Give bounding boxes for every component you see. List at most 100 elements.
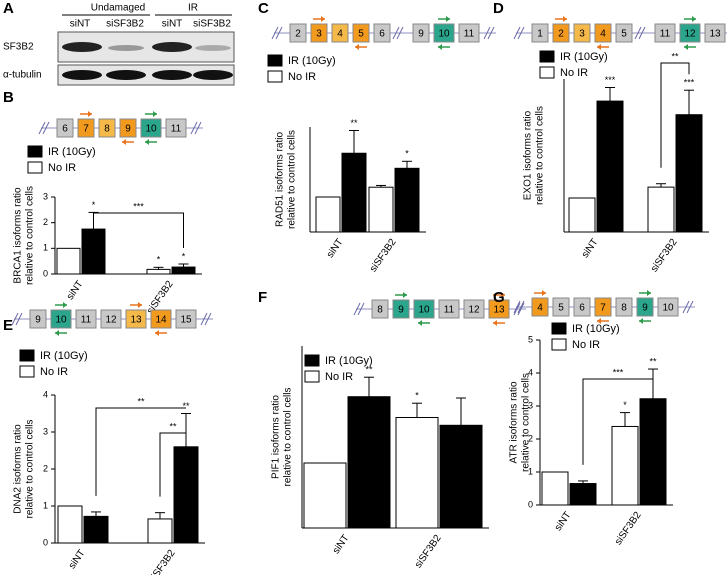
bracket bbox=[159, 432, 186, 497]
blot-lane: siNT bbox=[162, 19, 183, 30]
x-tick-label: siNT bbox=[331, 533, 352, 556]
y-tick-label: 3 bbox=[43, 426, 48, 436]
exon-label: 3 bbox=[579, 29, 585, 40]
bracket-label: ** bbox=[137, 396, 145, 406]
bracket-label: ** bbox=[169, 421, 177, 431]
exon bbox=[594, 297, 612, 317]
break-mark bbox=[517, 302, 525, 316]
legend-swatch bbox=[267, 70, 283, 83]
break-mark bbox=[396, 26, 404, 40]
exon-label: 8 bbox=[621, 303, 627, 314]
blot-lane: siNT bbox=[70, 19, 91, 30]
bracket bbox=[93, 212, 184, 248]
primer-head bbox=[446, 16, 450, 22]
bar bbox=[147, 518, 173, 544]
y-axis-label: relative to control cells bbox=[25, 186, 36, 285]
y-axis-label: PIF1 isoforms ratio bbox=[271, 395, 282, 479]
legend-swatch bbox=[27, 161, 43, 174]
exon-label: 13 bbox=[709, 29, 721, 40]
exon bbox=[310, 23, 328, 43]
y-axis-label: BRCA1 isoforms ratio bbox=[13, 187, 24, 284]
y-axis-label: RAD51 isoforms ratio bbox=[275, 132, 286, 227]
legend-label: IR (10Gy) bbox=[560, 51, 608, 63]
legend-swatch bbox=[27, 145, 43, 158]
exon bbox=[165, 118, 187, 138]
exon-label: 6 bbox=[379, 29, 385, 40]
exon bbox=[413, 299, 435, 319]
x-tick-label: siNT bbox=[553, 510, 574, 533]
exon-label: 11 bbox=[660, 29, 671, 40]
exon bbox=[654, 23, 676, 43]
panel-label: E bbox=[3, 317, 13, 334]
bar bbox=[596, 100, 624, 233]
y-axis-label: relative to control cells bbox=[25, 420, 36, 519]
primer-head bbox=[597, 44, 601, 50]
bar bbox=[315, 196, 341, 233]
y-axis-label: DNA2 isoforms ratio bbox=[13, 424, 24, 514]
exon-label: 5 bbox=[558, 303, 564, 314]
primer-head bbox=[63, 302, 67, 308]
bar bbox=[395, 417, 439, 529]
exon-label: 14 bbox=[155, 315, 167, 326]
y-tick-label: 1 bbox=[528, 466, 533, 476]
y-tick-label: 5 bbox=[528, 334, 533, 344]
exon bbox=[56, 118, 74, 138]
blot-row: SF3B2 bbox=[3, 42, 34, 53]
x-tick-label: siSF3B2 bbox=[147, 548, 178, 575]
exon bbox=[371, 299, 389, 319]
bar bbox=[173, 446, 199, 544]
bar bbox=[341, 152, 367, 233]
exon bbox=[392, 299, 410, 319]
significance: * bbox=[405, 149, 409, 159]
y-tick-label: 4 bbox=[528, 367, 533, 377]
band bbox=[193, 70, 233, 80]
legend-label: IR (10Gy) bbox=[48, 146, 96, 158]
bar bbox=[81, 228, 106, 275]
y-tick-label: 2 bbox=[528, 433, 533, 443]
bracket-label: ** bbox=[671, 51, 679, 61]
exon-label: 12 bbox=[105, 315, 117, 326]
y-axis-label: relative to control cells bbox=[521, 373, 532, 472]
exon bbox=[552, 23, 570, 43]
exon-label: 2 bbox=[295, 29, 301, 40]
exon-label: 4 bbox=[537, 303, 543, 314]
break-mark bbox=[487, 26, 495, 40]
x-tick-label: siSF3B2 bbox=[413, 533, 444, 571]
blot-group: IR bbox=[188, 3, 198, 14]
legend-label: No IR bbox=[560, 67, 588, 79]
y-axis-label: EXO1 isoforms ratio bbox=[523, 110, 534, 200]
legend-swatch bbox=[551, 338, 567, 351]
x-tick-label: siNT bbox=[325, 237, 346, 260]
exon-label: 8 bbox=[104, 124, 110, 135]
panel-label: F bbox=[258, 289, 267, 306]
exon bbox=[573, 297, 591, 317]
y-tick-label: 0 bbox=[528, 499, 533, 509]
exon-label: 5 bbox=[358, 29, 364, 40]
exon-label: 10 bbox=[662, 303, 674, 314]
exon bbox=[463, 299, 485, 319]
break-mark bbox=[682, 300, 690, 314]
primer-head bbox=[501, 292, 505, 298]
primer-head bbox=[403, 292, 407, 298]
exon-label: 4 bbox=[600, 29, 606, 40]
exon-label: 3 bbox=[316, 29, 322, 40]
exon bbox=[531, 23, 549, 43]
bar bbox=[303, 462, 347, 529]
exon-label: 6 bbox=[62, 124, 68, 135]
legend-label: No IR bbox=[288, 71, 316, 83]
exon-label: 10 bbox=[438, 29, 450, 40]
exon bbox=[615, 23, 633, 43]
exon-label: 6 bbox=[579, 303, 585, 314]
legend-label: No IR bbox=[325, 371, 353, 383]
panel-label: D bbox=[493, 0, 504, 17]
exon bbox=[352, 23, 370, 43]
bar bbox=[675, 114, 703, 233]
bar bbox=[647, 186, 675, 233]
band bbox=[152, 42, 192, 52]
blot-group: Undamaged bbox=[91, 3, 145, 14]
break-mark bbox=[634, 26, 642, 40]
exon-label: 10 bbox=[145, 124, 157, 135]
x-tick-label: siNT bbox=[67, 548, 88, 571]
break-mark bbox=[194, 121, 202, 135]
